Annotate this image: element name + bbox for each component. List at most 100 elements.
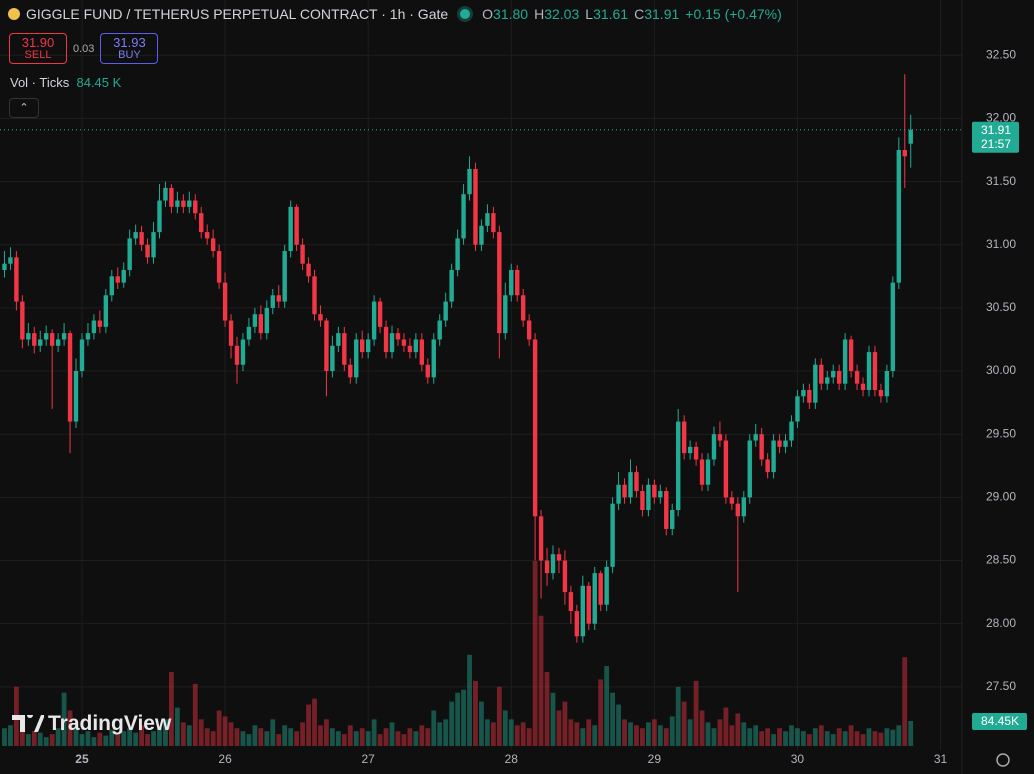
candle-body: [234, 345, 240, 365]
volume-bar: [884, 728, 890, 746]
volume-bar: [502, 710, 508, 746]
candle-body: [210, 238, 216, 252]
volume-bar: [139, 725, 145, 746]
volume-bar: [318, 725, 323, 746]
volume-bar: [389, 722, 395, 746]
volume-bar: [395, 731, 401, 746]
candle-body: [866, 352, 872, 390]
candle-body: [181, 200, 186, 207]
candle-body: [383, 326, 389, 353]
volume-bar: [628, 722, 633, 746]
candle-body: [836, 371, 842, 384]
ohlc-item: O31.80: [482, 6, 528, 22]
volume-value: 84.45 K: [76, 75, 122, 90]
ohlc-key: C: [634, 6, 645, 22]
settings-icon[interactable]: [996, 753, 1010, 767]
candle-body: [395, 333, 401, 340]
candle-body: [610, 503, 615, 567]
candle-body: [175, 200, 180, 207]
volume-bar: [622, 719, 627, 746]
candle-body: [348, 364, 353, 378]
candle-body: [902, 150, 907, 157]
candle-body: [204, 232, 210, 239]
candle-body: [664, 491, 669, 529]
volume-bar: [795, 728, 800, 746]
candle-body: [169, 187, 174, 207]
volume-bar: [419, 725, 425, 746]
volume-bar: [824, 731, 830, 746]
volume-legend: Vol · Ticks 84.45 K: [10, 75, 121, 90]
candle-body: [371, 301, 377, 340]
volume-bar: [759, 731, 765, 746]
candle-body: [574, 611, 580, 637]
candle-body: [312, 276, 317, 315]
market-status: [460, 9, 471, 19]
buy-button[interactable]: 31.93 BUY: [100, 33, 159, 64]
ohlc-key: L: [585, 6, 594, 22]
candle-body: [503, 295, 508, 334]
volume-bar: [2, 728, 7, 746]
candle-body: [538, 516, 544, 561]
candle-body: [455, 238, 460, 270]
volume-bar: [407, 728, 413, 746]
ohlc-key: H: [534, 6, 545, 22]
candle-body: [246, 326, 252, 340]
volume-bar: [616, 704, 621, 746]
volume-bar: [198, 719, 204, 746]
candle-body: [32, 333, 37, 346]
volume-bar: [544, 672, 550, 746]
volume-bar: [288, 728, 294, 746]
collapse-button[interactable]: ⌃: [9, 98, 39, 118]
volume-bar: [550, 692, 556, 746]
volume-bar: [634, 725, 639, 746]
volume-bar: [37, 732, 43, 746]
volume-bar: [169, 672, 174, 746]
y-tick-label: 30.50: [986, 300, 1016, 314]
candle-body: [753, 434, 758, 441]
candle-body: [640, 491, 645, 510]
candle-body: [216, 251, 222, 283]
candle-body: [520, 295, 526, 321]
candle-body: [240, 339, 246, 365]
candle-body: [157, 200, 162, 233]
candle-body: [401, 339, 407, 346]
candle-body: [473, 168, 478, 245]
candle-body: [491, 213, 496, 233]
candle-body: [73, 371, 79, 422]
symbol[interactable]: GIGGLE FUND / TETHERUS PERPETUAL CONTRAC…: [26, 6, 449, 22]
volume-bar: [377, 734, 383, 746]
candle-body: [85, 333, 91, 340]
candle-body: [711, 434, 717, 460]
candle-body: [294, 206, 299, 245]
volume-bar: [705, 722, 711, 746]
volume-title: Vol · Ticks: [10, 75, 70, 90]
volume-bar: [830, 734, 836, 746]
candle-body: [425, 364, 430, 378]
volume-bar: [693, 680, 699, 746]
candle-body: [807, 390, 812, 403]
candle-body: [681, 421, 687, 454]
volume-bar: [270, 719, 276, 746]
candle-body: [288, 206, 293, 252]
volume-bar: [872, 731, 878, 746]
volume-bar: [490, 722, 496, 746]
volume-bar: [771, 734, 776, 746]
volume-bar: [598, 679, 604, 746]
volume-bar: [31, 731, 37, 746]
volume-bar: [264, 731, 270, 746]
candle-body: [264, 307, 270, 334]
volume-bar: [157, 728, 162, 746]
volume-bar: [163, 719, 168, 746]
candle-body: [258, 314, 264, 334]
candle-body: [97, 320, 103, 327]
sell-button[interactable]: 31.90 SELL: [9, 33, 67, 64]
candle-body: [306, 263, 311, 277]
candle-body: [658, 491, 663, 498]
candle-body: [771, 440, 776, 473]
volume-bar: [300, 722, 305, 746]
candle-body: [389, 333, 395, 353]
volume-bar: [240, 731, 246, 746]
candle-body: [44, 333, 49, 340]
candle-body: [819, 364, 824, 384]
